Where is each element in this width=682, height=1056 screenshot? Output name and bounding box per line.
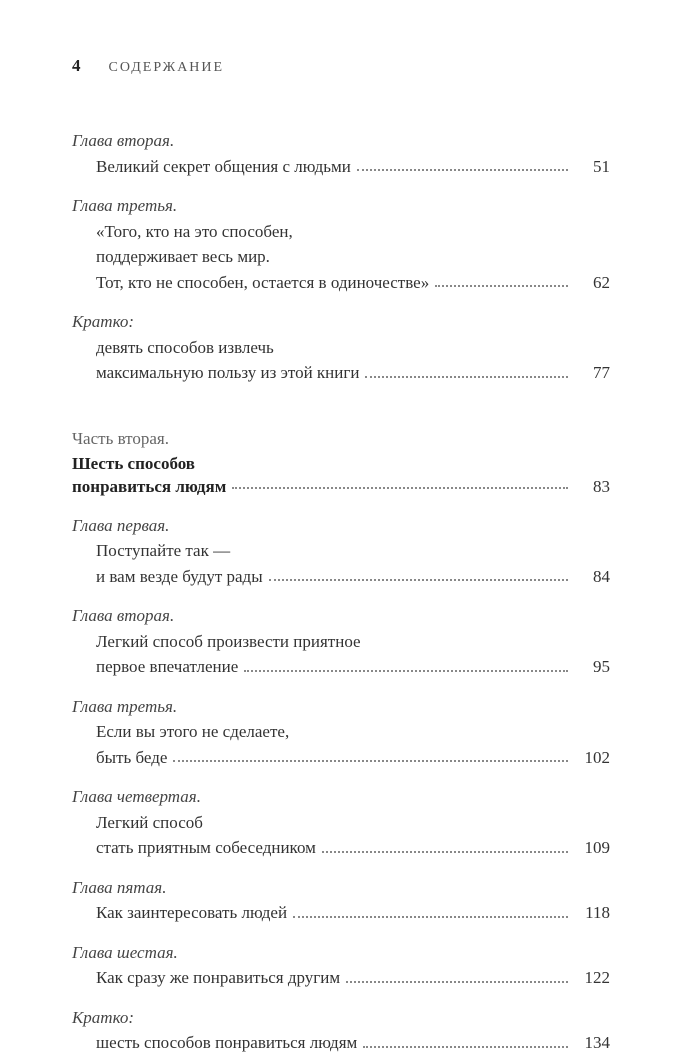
leader-dots [269, 579, 568, 581]
leader-dots [363, 1046, 568, 1048]
leader-dots [322, 851, 568, 853]
entry-text: Тот, кто не способен, остается в одиноче… [96, 270, 429, 296]
entry-text: первое впечатление [96, 654, 238, 680]
toc-entry: Глава первая.Поступайте так —и вам везде… [72, 513, 610, 590]
entry-last-row: Как заинтересовать людей 118 [96, 900, 610, 926]
entry-last-row: Великий секрет общения с людьми 51 [96, 154, 610, 180]
leader-dots [173, 760, 568, 762]
entry-last-row: максимальную пользу из этой книги 77 [96, 360, 610, 386]
entry-text: шесть способов понравиться людям [96, 1030, 357, 1056]
chapter-body: Если вы этого не сделаете,быть беде 102 [72, 719, 610, 770]
part-title-line: Шесть способов [72, 451, 610, 477]
toc-entry: Кратко:девять способов извлечьмаксимальн… [72, 309, 610, 386]
toc-entry: Глава вторая.Великий секрет общения с лю… [72, 128, 610, 179]
entry-last-row: быть беде 102 [96, 745, 610, 771]
chapter-body: Как сразу же понравиться другим 122 [72, 965, 610, 991]
chapter-label: Кратко: [72, 309, 610, 335]
chapter-body: Как заинтересовать людей 118 [72, 900, 610, 926]
chapter-body: Поступайте так —и вам везде будут рады 84 [72, 538, 610, 589]
page-header: 4 СОДЕРЖАНИЕ [72, 56, 610, 76]
chapter-label: Глава первая. [72, 513, 610, 539]
leader-dots [357, 169, 568, 171]
entry-page-number: 95 [574, 657, 610, 677]
chapter-body: «Того, кто на это способен,поддерживает … [72, 219, 610, 296]
entry-text-line: девять способов извлечь [96, 335, 610, 361]
part-title-text: понравиться людям [72, 477, 226, 497]
leader-dots [293, 916, 568, 918]
entry-text: максимальную пользу из этой книги [96, 360, 359, 386]
entry-page-number: 102 [574, 748, 610, 768]
chapter-label: Кратко: [72, 1005, 610, 1031]
chapter-label: Глава шестая. [72, 940, 610, 966]
toc-entry: Глава четвертая.Легкий способстать прият… [72, 784, 610, 861]
leader-dots [232, 487, 568, 489]
chapter-label: Глава вторая. [72, 603, 610, 629]
toc-entry: Глава третья.«Того, кто на это способен,… [72, 193, 610, 295]
chapter-body: Великий секрет общения с людьми 51 [72, 154, 610, 180]
entry-text-line: Легкий способ произвести приятное [96, 629, 610, 655]
chapter-label: Глава пятая. [72, 875, 610, 901]
chapter-label: Глава вторая. [72, 128, 610, 154]
entry-text-line: «Того, кто на это способен, [96, 219, 610, 245]
chapter-label: Глава четвертая. [72, 784, 610, 810]
part-heading: Часть вторая.Шесть способовпонравиться л… [72, 426, 610, 497]
entry-page-number: 134 [574, 1033, 610, 1053]
part-title-row: понравиться людям 83 [72, 477, 610, 497]
entry-last-row: Как сразу же понравиться другим 122 [96, 965, 610, 991]
entry-text: стать приятным собеседником [96, 835, 316, 861]
chapter-label: Глава третья. [72, 193, 610, 219]
toc-entry: Глава вторая.Легкий способ произвести пр… [72, 603, 610, 680]
page-number-top: 4 [72, 56, 81, 76]
entry-text-line: Если вы этого не сделаете, [96, 719, 610, 745]
chapter-body: шесть способов понравиться людям 134 [72, 1030, 610, 1056]
toc-entry: Кратко:шесть способов понравиться людям 1… [72, 1005, 610, 1056]
chapter-body: Легкий способ произвести приятноепервое … [72, 629, 610, 680]
entry-text: быть беде [96, 745, 167, 771]
entry-last-row: первое впечатление 95 [96, 654, 610, 680]
toc-entry: Глава третья.Если вы этого не сделаете,б… [72, 694, 610, 771]
entry-page-number: 118 [574, 903, 610, 923]
entry-text: Как сразу же понравиться другим [96, 965, 340, 991]
entry-page-number: 84 [574, 567, 610, 587]
entry-page-number: 122 [574, 968, 610, 988]
entry-last-row: шесть способов понравиться людям 134 [96, 1030, 610, 1056]
chapter-label: Глава третья. [72, 694, 610, 720]
entry-page-number: 77 [574, 363, 610, 383]
entry-last-row: стать приятным собеседником 109 [96, 835, 610, 861]
entry-last-row: и вам везде будут рады 84 [96, 564, 610, 590]
header-title: СОДЕРЖАНИЕ [109, 60, 225, 76]
entry-text: Как заинтересовать людей [96, 900, 287, 926]
chapter-body: девять способов извлечьмаксимальную поль… [72, 335, 610, 386]
chapter-body: Легкий способстать приятным собеседником… [72, 810, 610, 861]
part-page-number: 83 [574, 477, 610, 497]
entry-last-row: Тот, кто не способен, остается в одиноче… [96, 270, 610, 296]
leader-dots [435, 285, 568, 287]
leader-dots [244, 670, 568, 672]
leader-dots [346, 981, 568, 983]
entry-text-line: поддерживает весь мир. [96, 244, 610, 270]
entry-page-number: 109 [574, 838, 610, 858]
entry-text: Великий секрет общения с людьми [96, 154, 351, 180]
entry-page-number: 51 [574, 157, 610, 177]
entry-text-line: Легкий способ [96, 810, 610, 836]
entry-text: и вам везде будут рады [96, 564, 263, 590]
entry-text-line: Поступайте так — [96, 538, 610, 564]
entry-page-number: 62 [574, 273, 610, 293]
leader-dots [365, 376, 568, 378]
toc-entry: Глава пятая.Как заинтересовать людей 118 [72, 875, 610, 926]
toc-content: Глава вторая.Великий секрет общения с лю… [72, 128, 610, 1056]
part-label: Часть вторая. [72, 426, 610, 452]
toc-entry: Глава шестая.Как сразу же понравиться др… [72, 940, 610, 991]
